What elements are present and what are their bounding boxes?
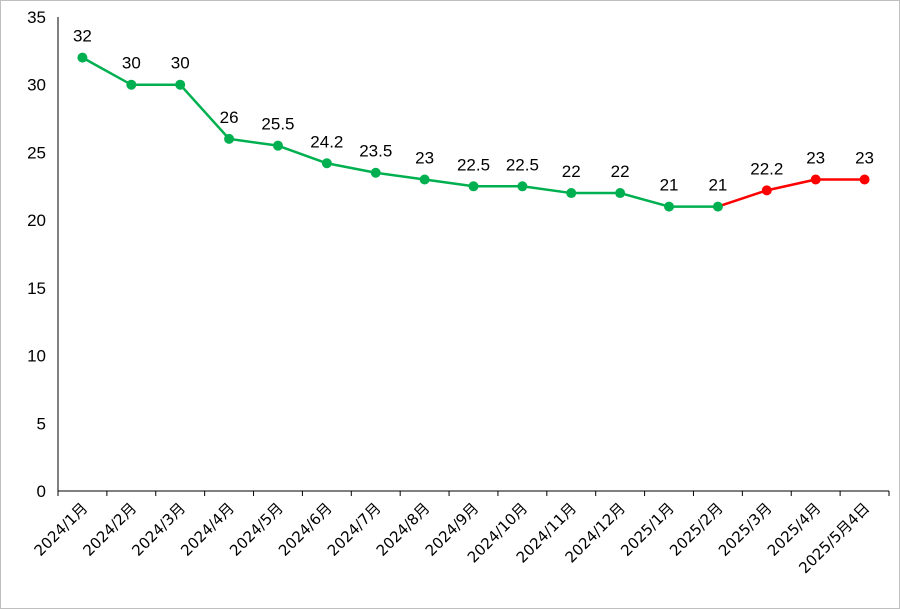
series-line-segment — [227, 137, 280, 147]
data-point — [566, 188, 577, 199]
data-label: 26 — [220, 108, 239, 127]
series-line-segment — [716, 189, 769, 208]
data-label: 23 — [806, 149, 825, 168]
data-label: 22.5 — [506, 155, 539, 174]
series-line-segment — [325, 162, 377, 174]
y-tick-label: 30 — [27, 76, 46, 95]
data-point — [370, 167, 381, 178]
series-line-segment — [765, 178, 817, 192]
data-point — [272, 140, 283, 151]
y-tick-label: 25 — [27, 143, 46, 162]
data-label: 30 — [171, 54, 190, 73]
data-point — [761, 185, 772, 196]
data-point — [321, 158, 332, 169]
series-line-segment — [618, 191, 671, 208]
data-point — [615, 188, 626, 199]
data-label: 22.5 — [457, 155, 490, 174]
data-label: 21 — [660, 176, 679, 195]
data-label: 22.2 — [750, 159, 783, 178]
data-label: 23 — [415, 149, 434, 168]
data-point — [664, 201, 675, 212]
y-tick-label: 35 — [27, 8, 46, 27]
y-tick-label: 15 — [27, 279, 46, 298]
series-points — [77, 52, 870, 212]
data-label: 32 — [73, 27, 92, 46]
data-point — [77, 52, 88, 63]
y-tick-label: 10 — [27, 347, 46, 366]
data-label: 23.5 — [359, 142, 392, 161]
data-label: 23 — [855, 149, 874, 168]
series-line-segment — [374, 171, 426, 181]
data-labels: 32 30 30 26 25.5 24.2 23.5 23 22.5 22.5 22 22 21 21 22… — [73, 27, 874, 195]
data-point — [810, 174, 821, 185]
data-point — [859, 174, 870, 185]
series-line-segment — [276, 144, 329, 165]
data-point — [517, 181, 528, 192]
axes — [57, 17, 890, 496]
data-label: 24.2 — [310, 132, 343, 151]
series-line — [81, 56, 866, 208]
series-line-segment — [521, 185, 573, 195]
data-point — [712, 201, 723, 212]
data-point — [224, 133, 235, 144]
y-tick-label: 5 — [37, 414, 46, 433]
y-tick-labels: 0 5 10 15 20 25 30 35 — [27, 8, 46, 501]
data-label: 21 — [708, 176, 727, 195]
data-label: 22 — [611, 162, 630, 181]
y-tick-label: 20 — [27, 211, 46, 230]
series-line-segment — [178, 83, 231, 141]
data-point — [468, 181, 479, 192]
data-point — [419, 174, 430, 185]
series-line-segment — [81, 56, 133, 86]
x-tick-labels: 2024/1月2024/2月2024/3月2024/4月2024/5月2024/… — [31, 499, 874, 577]
data-point — [175, 79, 186, 90]
data-label: 30 — [122, 54, 141, 73]
data-label: 22 — [562, 162, 581, 181]
data-label: 25.5 — [261, 115, 294, 134]
y-tick-label: 0 — [37, 482, 46, 501]
data-point — [126, 79, 137, 90]
series-line-segment — [423, 178, 475, 188]
